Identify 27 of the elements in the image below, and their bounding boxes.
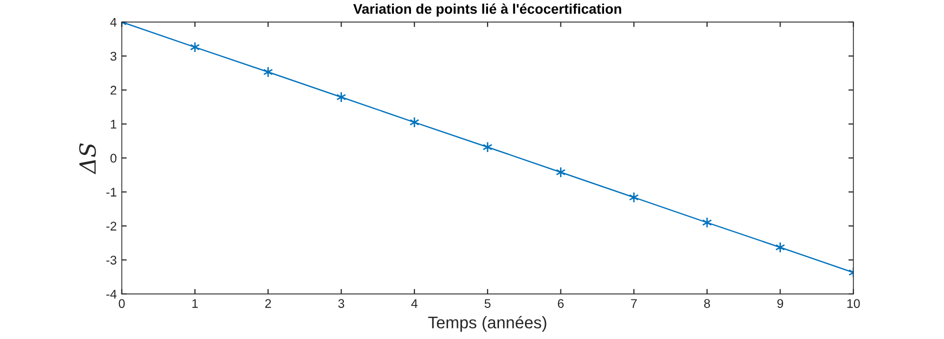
x-tick-label: 10 bbox=[847, 299, 860, 308]
x-tick-label: 5 bbox=[484, 299, 491, 308]
x-tick-label: 4 bbox=[411, 299, 418, 308]
chart-title: Variation de points lié à l'écocertification bbox=[353, 4, 622, 17]
y-tick-label: 3 bbox=[110, 52, 116, 61]
point bbox=[263, 66, 273, 78]
y-tick-label: 2 bbox=[110, 86, 116, 95]
x-tick-label: 9 bbox=[777, 299, 784, 308]
y-tick-label: -1 bbox=[106, 188, 116, 196]
x-tick-label: 3 bbox=[338, 299, 344, 308]
y-tick-label: -4 bbox=[106, 290, 117, 298]
y-axis-title: ΔS bbox=[79, 143, 96, 174]
x-tick-label: 2 bbox=[265, 299, 271, 308]
y-tick-label: -3 bbox=[106, 256, 116, 265]
y-tick-label: 1 bbox=[110, 120, 116, 129]
y-tick-label: 0 bbox=[110, 154, 116, 163]
x-tick-label: 1 bbox=[192, 299, 198, 308]
x-tick-label: 6 bbox=[558, 299, 564, 308]
x-tick-label: 0 bbox=[118, 299, 125, 308]
y-tick-label: -2 bbox=[106, 222, 116, 230]
x-axis-title: Temps (années) bbox=[428, 316, 546, 332]
x-tick-label: 8 bbox=[704, 299, 710, 308]
point bbox=[628, 192, 639, 203]
x-tick-label: 7 bbox=[631, 299, 637, 308]
point bbox=[702, 216, 712, 228]
point bbox=[482, 142, 492, 153]
y-tick-label: 4 bbox=[110, 18, 117, 27]
